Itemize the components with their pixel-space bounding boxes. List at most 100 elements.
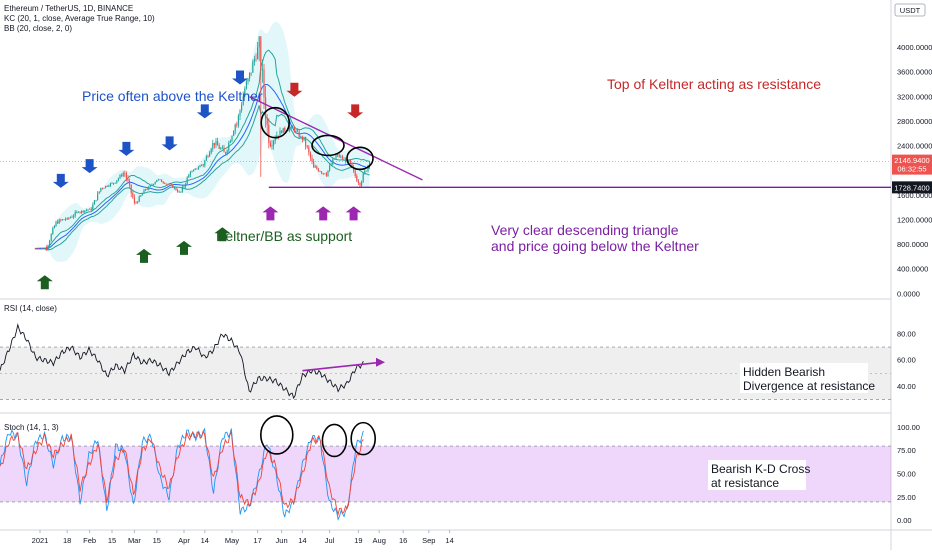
candle-body — [140, 195, 142, 197]
divergence-arrow-head — [376, 357, 385, 367]
candle-body — [159, 179, 161, 181]
candle-body — [298, 131, 300, 138]
candle-body — [58, 219, 60, 224]
candle-body — [39, 248, 41, 250]
stoch-axis-tick: 50.00 — [897, 470, 916, 479]
candle-body — [233, 131, 235, 136]
candle-body — [74, 212, 76, 216]
green-up-arrow — [176, 240, 192, 255]
candle-body — [369, 161, 371, 166]
candle-body — [138, 196, 140, 202]
candle-body — [284, 127, 286, 131]
candle-body — [228, 142, 230, 151]
candle-body — [170, 183, 172, 185]
rsi-annotation-box — [740, 363, 868, 393]
purple-up-arrow — [315, 206, 332, 221]
candle-body — [319, 171, 321, 172]
price-axis-tick: 3200.0000 — [897, 92, 932, 101]
candle-body — [322, 173, 324, 174]
candle-body — [340, 156, 342, 158]
time-axis-tick: 18 — [63, 536, 71, 545]
candle-body — [252, 61, 254, 73]
price-axis-tick: 3600.0000 — [897, 68, 932, 77]
time-axis-tick: 16 — [399, 536, 407, 545]
candle-body — [209, 152, 211, 157]
candle-body — [311, 157, 313, 162]
candle-body — [234, 124, 236, 132]
candle-body — [297, 130, 299, 132]
red-down-arrow — [286, 82, 303, 97]
candle-body — [247, 78, 249, 82]
purple-up-arrow — [262, 206, 279, 221]
candle-body — [337, 154, 339, 156]
time-axis-tick: 17 — [253, 536, 261, 545]
candle-body — [212, 142, 214, 149]
descending-trendline — [249, 96, 423, 181]
bollinger-band-fill — [35, 21, 370, 262]
price-axis-tick: 400.0000 — [897, 265, 928, 274]
candle-body — [220, 148, 222, 150]
candle-body — [325, 173, 327, 176]
highlight-circle — [311, 134, 345, 157]
candle-body — [329, 165, 331, 171]
candle-body — [82, 210, 84, 213]
candle-body — [236, 124, 238, 126]
candle-body — [260, 36, 262, 71]
candle-body — [169, 183, 171, 185]
candle-body — [225, 152, 227, 154]
candle-body — [321, 171, 323, 174]
candle-body — [362, 173, 364, 182]
candle-body — [293, 126, 295, 132]
rsi-series-line — [0, 323, 364, 400]
candle-body — [49, 241, 51, 246]
candle-body — [207, 156, 209, 158]
candle-body — [268, 124, 270, 143]
blue-down-arrow — [161, 136, 178, 151]
candle-body — [175, 187, 177, 191]
candle-body — [116, 180, 118, 183]
candle-body — [85, 209, 87, 211]
candle-body — [132, 193, 134, 198]
candle-body — [61, 219, 63, 221]
candle-body — [314, 166, 316, 168]
rsi-annotation-2: Divergence at resistance — [743, 379, 875, 393]
candle-body — [60, 219, 62, 221]
candle-body — [365, 170, 367, 172]
candle-body — [237, 115, 239, 125]
candle-body — [173, 187, 175, 189]
stoch-annotation-2: at resistance — [711, 476, 779, 490]
candle-body — [217, 141, 219, 146]
candle-body — [105, 185, 107, 188]
candle-body — [165, 183, 167, 185]
candle-body — [63, 219, 65, 221]
candle-body — [130, 184, 132, 194]
candle-body — [242, 96, 244, 106]
candle-body — [53, 225, 55, 228]
time-axis-tick: 15 — [153, 536, 161, 545]
candle-body — [153, 183, 155, 185]
price-axis-tick: 800.0000 — [897, 240, 928, 249]
candle-body — [143, 189, 145, 194]
candle-body — [66, 218, 68, 220]
candle-body — [81, 210, 83, 213]
candle-body — [221, 147, 223, 149]
candle-body — [313, 161, 315, 168]
candle-body — [196, 168, 198, 170]
candle-body — [92, 204, 94, 211]
candle-body — [282, 127, 284, 133]
candle-body — [244, 88, 246, 97]
stoch-highlight-circle — [350, 421, 377, 456]
keltner-upper — [35, 49, 370, 249]
stoch-axis-tick: 75.00 — [897, 446, 916, 455]
candle-body — [108, 185, 110, 187]
candle-body — [191, 171, 193, 173]
time-axis-tick: 2021 — [32, 536, 49, 545]
current-price-tag — [892, 154, 932, 175]
stoch-axis-tick: 0.00 — [897, 516, 912, 525]
candle-body — [98, 191, 100, 194]
blue-down-arrow — [81, 159, 98, 174]
candle-body — [201, 164, 203, 166]
highlight-circle — [260, 106, 291, 139]
keltner-basis — [35, 84, 370, 250]
